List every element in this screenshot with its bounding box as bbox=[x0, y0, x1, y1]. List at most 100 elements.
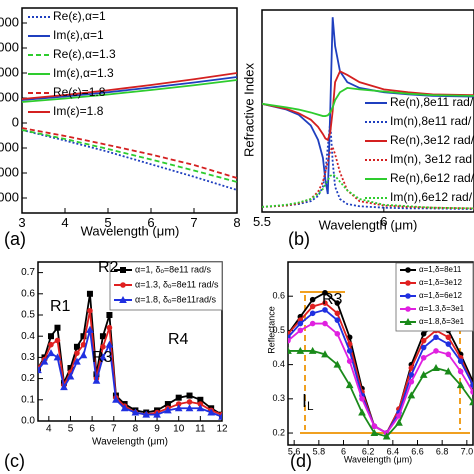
x-tick-label: 6.6 bbox=[411, 447, 424, 457]
legend-label: Re(n),6e12 rad/ bbox=[390, 171, 474, 185]
x-tick-label: 6 bbox=[341, 447, 346, 457]
marker bbox=[432, 363, 440, 372]
legend-label: Re(n),3e12 rad/ bbox=[390, 133, 474, 147]
marker bbox=[297, 320, 304, 327]
marker bbox=[433, 334, 439, 341]
marker bbox=[186, 399, 193, 405]
series-line bbox=[22, 127, 237, 179]
marker bbox=[322, 320, 328, 327]
legend-marker bbox=[404, 317, 412, 325]
marker bbox=[333, 360, 342, 368]
plot-area bbox=[288, 289, 473, 440]
series-line bbox=[288, 322, 473, 435]
annotation: R3 bbox=[322, 291, 343, 308]
marker bbox=[288, 346, 292, 354]
series-line bbox=[22, 72, 237, 100]
marker bbox=[53, 353, 62, 361]
legend-marker bbox=[120, 267, 126, 273]
marker bbox=[457, 368, 464, 375]
annotation: IL bbox=[302, 391, 314, 413]
x-tick-label: 5.8 bbox=[313, 447, 326, 457]
marker bbox=[322, 289, 328, 296]
marker bbox=[99, 353, 107, 361]
marker bbox=[73, 343, 80, 350]
marker bbox=[48, 341, 54, 348]
marker bbox=[370, 428, 379, 437]
x-tick-label: 6 bbox=[147, 215, 154, 230]
marker bbox=[47, 349, 55, 357]
legend-marker bbox=[405, 293, 411, 299]
series-line bbox=[22, 129, 237, 183]
legend-label: α=1.3,δ=3e1 bbox=[419, 304, 465, 313]
plot-area bbox=[262, 17, 474, 211]
y-tick-label: 000 bbox=[0, 189, 19, 204]
marker bbox=[296, 346, 305, 354]
x-tick-label: 6 bbox=[380, 214, 387, 229]
marker bbox=[309, 320, 316, 327]
marker bbox=[106, 324, 113, 331]
plot-area bbox=[38, 290, 222, 420]
series-line bbox=[262, 145, 474, 210]
marker bbox=[185, 404, 194, 412]
marker bbox=[87, 307, 93, 314]
marker bbox=[86, 325, 94, 333]
y-tick-label: 000 bbox=[0, 39, 19, 54]
marker bbox=[444, 367, 453, 375]
plot-area bbox=[22, 72, 237, 191]
annotation-subscript: L bbox=[307, 400, 314, 413]
marker bbox=[74, 350, 80, 356]
x-tick-label: 7 bbox=[190, 215, 197, 230]
marker bbox=[105, 340, 114, 348]
x-tick-label: 3 bbox=[18, 215, 25, 230]
marker bbox=[334, 331, 341, 337]
x-tick-label: 6 bbox=[89, 424, 95, 435]
legend-label: α=1, δₒ=8e11 rad/s bbox=[135, 264, 211, 274]
series-line bbox=[22, 79, 237, 103]
y-tick-label: 000 bbox=[0, 14, 19, 29]
y-axis-label: Refractive Index bbox=[241, 63, 256, 157]
marker bbox=[218, 412, 222, 420]
marker bbox=[54, 324, 61, 331]
series-line bbox=[22, 129, 237, 191]
legend-marker bbox=[120, 282, 126, 288]
legend-label: α=1,δ=6e12 bbox=[419, 291, 462, 300]
series-line bbox=[262, 70, 474, 142]
marker bbox=[106, 312, 113, 318]
marker bbox=[153, 410, 161, 418]
y-tick-label: 0.2 bbox=[272, 427, 285, 437]
marker bbox=[73, 357, 81, 365]
x-tick-label: 5 bbox=[104, 215, 111, 230]
annotation-text: I bbox=[302, 391, 307, 411]
series-line bbox=[262, 86, 474, 117]
marker bbox=[469, 398, 473, 406]
marker bbox=[142, 410, 151, 418]
marker bbox=[131, 408, 140, 416]
marker bbox=[92, 376, 101, 384]
y-tick-label: 0.4 bbox=[272, 359, 285, 369]
marker bbox=[346, 358, 353, 364]
x-tick-label: 12 bbox=[216, 424, 228, 435]
legend-label: α=1.8, δₒ=8e11rad/s bbox=[135, 294, 216, 304]
annotation-text: R4 bbox=[168, 331, 189, 348]
annotation-text: R3 bbox=[92, 349, 113, 366]
y-tick-label: 0.3 bbox=[21, 352, 35, 363]
legend-label: Im(ε),α=1.3 bbox=[53, 66, 114, 80]
y-tick-label: 0.5 bbox=[21, 310, 35, 321]
panel-label: (b) bbox=[288, 229, 310, 249]
legend-label: Re(n),8e11 rad/ bbox=[390, 95, 474, 109]
marker bbox=[445, 341, 452, 347]
legend-marker bbox=[405, 267, 411, 273]
x-tick-label: 6.4 bbox=[387, 447, 400, 457]
x-tick-label: 11 bbox=[195, 424, 206, 435]
marker bbox=[359, 396, 365, 402]
marker bbox=[420, 354, 427, 361]
marker bbox=[419, 370, 428, 378]
annotation-text: R1 bbox=[50, 298, 71, 315]
marker bbox=[408, 378, 415, 385]
marker bbox=[420, 331, 427, 337]
marker bbox=[408, 372, 415, 378]
marker bbox=[456, 381, 465, 389]
legend-label: Re(ε),α=1 bbox=[53, 9, 106, 23]
panel-label: (d) bbox=[290, 451, 312, 471]
marker bbox=[297, 327, 304, 334]
